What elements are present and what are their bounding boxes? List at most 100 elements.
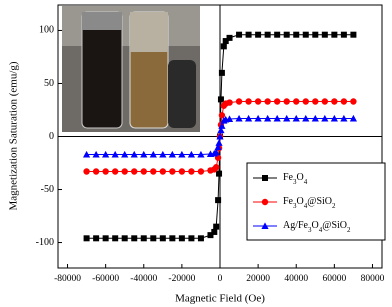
point [283, 98, 290, 105]
point [83, 235, 90, 242]
point [330, 114, 338, 122]
point [178, 235, 185, 242]
point [140, 168, 147, 175]
point [131, 168, 138, 175]
point [254, 114, 262, 122]
y-tick-label: 0 [49, 131, 54, 142]
point [150, 235, 157, 242]
x-tick-label: 40000 [284, 274, 308, 284]
legend-label: Ag/Fe3O4@SiO2 [283, 220, 351, 233]
point [121, 168, 128, 175]
point [220, 43, 227, 50]
point [149, 150, 157, 158]
point [302, 114, 310, 122]
point [235, 98, 243, 105]
point [292, 114, 300, 122]
point [111, 168, 119, 175]
point [159, 168, 167, 175]
point [207, 232, 214, 239]
point [225, 115, 234, 123]
point [302, 31, 309, 38]
y-tick-label: -100 [36, 237, 54, 248]
point [244, 114, 253, 122]
point [293, 31, 300, 38]
point [212, 164, 220, 171]
point [215, 139, 223, 146]
point [245, 31, 252, 38]
point [236, 31, 243, 38]
point [168, 150, 176, 158]
point [178, 168, 186, 175]
point [102, 150, 110, 158]
point [321, 31, 328, 38]
point [264, 31, 271, 38]
point [235, 114, 243, 122]
point [264, 98, 271, 105]
point [178, 150, 186, 158]
point [350, 31, 357, 38]
point [159, 235, 166, 242]
point [254, 98, 262, 105]
point [187, 150, 196, 158]
point [131, 235, 138, 242]
point [226, 99, 233, 106]
x-tick-label: 20000 [246, 274, 270, 284]
point [222, 38, 229, 45]
point [140, 235, 147, 242]
x-tick-label: 60000 [322, 274, 346, 284]
y-tick-label: 50 [44, 78, 54, 89]
point [217, 96, 224, 103]
point [169, 235, 176, 242]
point [197, 168, 205, 175]
point [283, 31, 290, 38]
point [93, 235, 100, 242]
point [261, 222, 269, 229]
point [217, 126, 225, 134]
point [216, 170, 223, 177]
point [150, 168, 157, 175]
point [261, 198, 269, 206]
x-tick-label: 0 [218, 274, 223, 284]
point [312, 31, 319, 38]
x-tick-label: -80000 [54, 274, 81, 284]
y-tick-label: -50 [41, 184, 54, 195]
point [218, 122, 226, 129]
point [215, 197, 222, 204]
point [321, 114, 329, 122]
point [255, 31, 262, 38]
point [214, 143, 222, 151]
point [340, 114, 348, 122]
point [312, 98, 319, 105]
legend: Fe3O4 Fe3O4@SiO2 Ag/Fe3O4@SiO2 [246, 162, 386, 241]
x-tick-label: 80000 [361, 274, 385, 284]
point [197, 235, 204, 242]
point [262, 175, 268, 181]
point [218, 112, 226, 119]
y-axis-title: Magnetization Saturation (emu/g) [8, 61, 20, 210]
point [102, 235, 109, 242]
point [331, 98, 338, 105]
point [264, 114, 272, 122]
point [340, 31, 347, 38]
point [140, 150, 148, 158]
point [293, 98, 300, 105]
point [331, 31, 338, 38]
point [283, 114, 291, 122]
legend-label: Fe3O4 [283, 172, 308, 185]
point [218, 69, 225, 76]
point [302, 98, 309, 105]
point [197, 150, 205, 158]
point [340, 98, 348, 105]
x-tick-label: -40000 [130, 274, 157, 284]
point [349, 114, 358, 122]
point [121, 235, 128, 242]
point [188, 235, 195, 242]
point [188, 168, 195, 175]
point [226, 34, 233, 41]
point [273, 98, 281, 105]
point [121, 150, 129, 158]
point [83, 168, 90, 175]
point [216, 132, 224, 140]
point [245, 98, 252, 105]
